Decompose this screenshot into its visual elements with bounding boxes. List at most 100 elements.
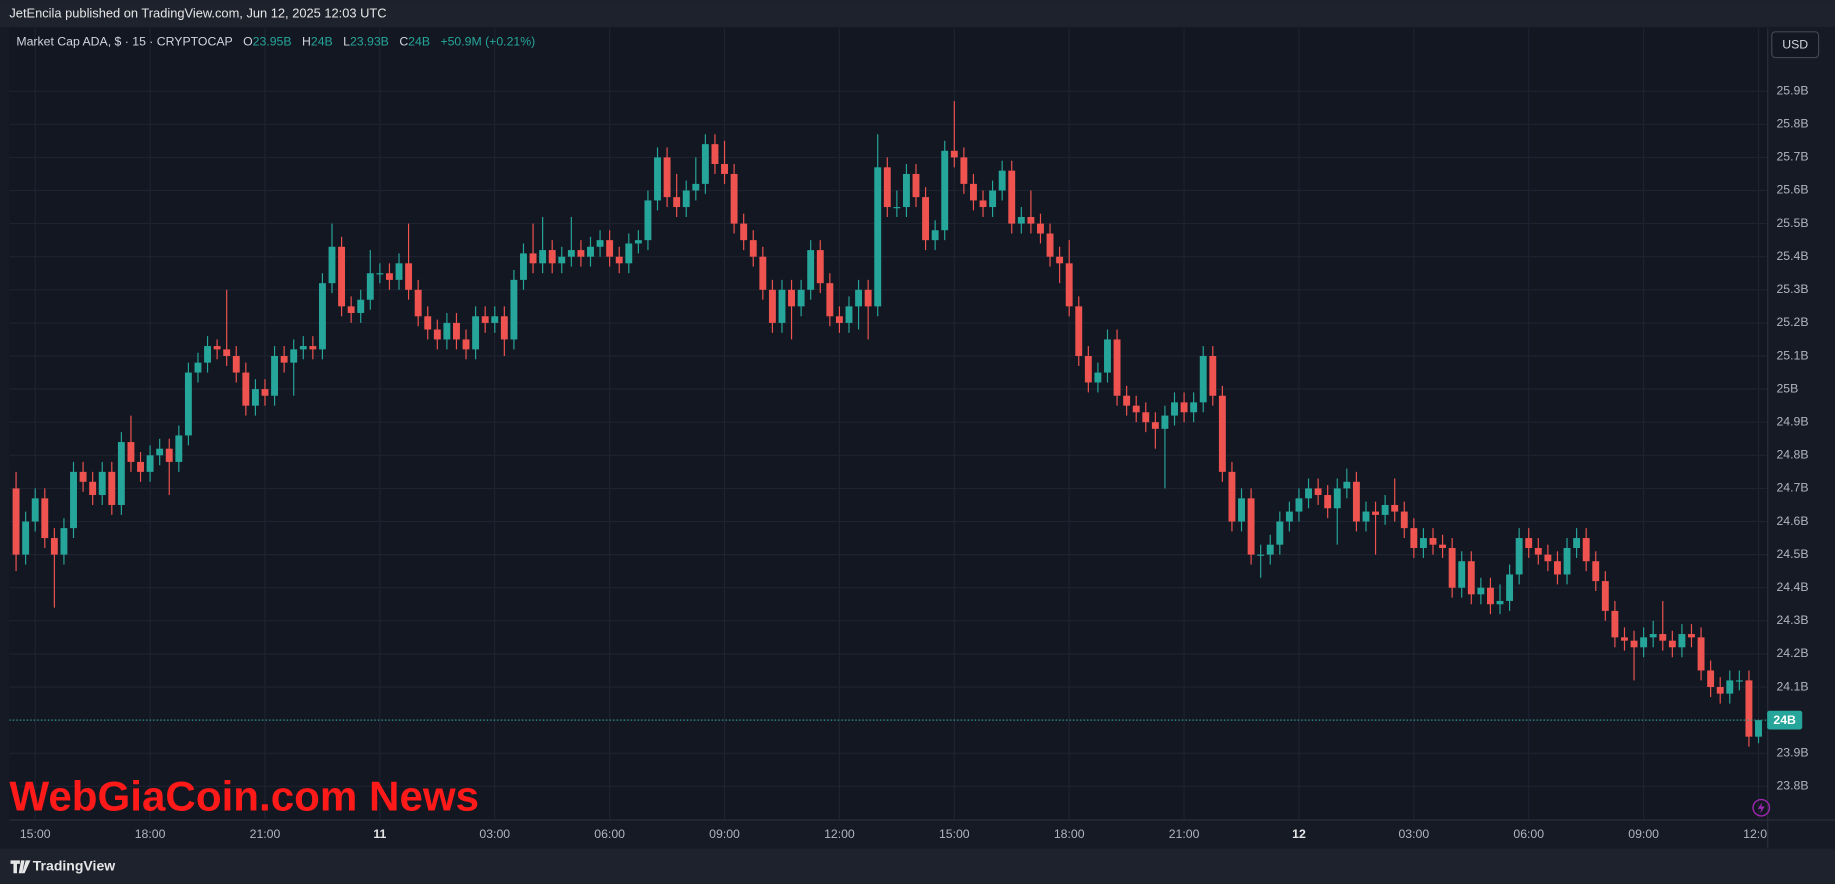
footer-brand: TradingView	[33, 858, 115, 874]
candle-body	[98, 471, 106, 496]
x-tick-label: 18:00	[1054, 827, 1085, 841]
candle-body	[1582, 538, 1590, 562]
candle-body	[1391, 504, 1399, 512]
candle-body	[1439, 544, 1447, 548]
candle-body	[950, 150, 958, 158]
x-tick-label: 21:00	[1169, 827, 1200, 841]
candle-body	[759, 256, 767, 290]
candle-body	[453, 322, 460, 340]
candle-body	[1094, 372, 1102, 383]
alert-icon[interactable]	[1752, 798, 1771, 817]
candle-body	[730, 173, 738, 224]
y-tick-label: 24.5B	[1776, 547, 1808, 561]
candle-body	[1726, 680, 1734, 694]
candle-body	[347, 306, 355, 313]
x-tick-label: 18:00	[135, 827, 166, 841]
y-tick-label: 25.8B	[1776, 117, 1808, 131]
candle-body	[366, 273, 374, 300]
candle-body	[788, 289, 795, 307]
candle-body	[998, 170, 1006, 191]
y-tick-label: 24.9B	[1776, 414, 1808, 428]
candle-body	[807, 250, 815, 290]
candle-body	[1486, 587, 1494, 605]
x-tick-label: 15:00	[20, 827, 51, 841]
candle-body	[395, 263, 403, 280]
candle-body	[165, 448, 173, 462]
candle-body	[539, 250, 547, 264]
candle-body	[615, 256, 623, 264]
candle-body	[922, 197, 930, 241]
y-tick-label: 25.6B	[1776, 183, 1808, 197]
y-tick-label: 25.9B	[1776, 83, 1808, 97]
candle-body	[309, 346, 317, 350]
candle-body	[405, 263, 413, 290]
candle-body	[1352, 481, 1360, 522]
candle-body	[223, 349, 231, 357]
candles	[9, 101, 1768, 747]
candle-body	[357, 299, 365, 313]
candle-body	[797, 289, 805, 307]
candle-body	[1621, 637, 1628, 641]
candle-body	[1084, 356, 1092, 383]
candle-body	[1056, 256, 1064, 264]
candle-body	[1467, 561, 1475, 595]
candle-body	[855, 289, 863, 307]
candle-body	[89, 481, 97, 496]
y-tick-label: 24.4B	[1776, 580, 1808, 594]
candle-body	[1563, 547, 1571, 575]
candle-body	[1678, 634, 1686, 648]
candle-body	[156, 448, 164, 456]
candle-body	[970, 183, 977, 201]
candle-body	[1381, 504, 1389, 515]
candle-body	[31, 498, 39, 522]
candle-body	[778, 289, 786, 323]
candle-body	[663, 157, 671, 198]
candle-body	[424, 316, 432, 330]
candle-body	[1659, 634, 1667, 641]
candle-body	[1151, 422, 1159, 429]
candle-body	[1506, 574, 1514, 601]
candle-body	[1668, 640, 1676, 648]
candle-body	[1477, 587, 1485, 595]
candle-body	[721, 164, 728, 174]
y-tick-label: 24.1B	[1776, 679, 1808, 693]
candle-body	[194, 362, 202, 373]
watermark: WebGiaCoin.com News	[9, 773, 479, 820]
candle-body	[338, 246, 346, 307]
candle-body	[1611, 610, 1619, 638]
candle-body	[1410, 528, 1418, 548]
x-tick-label: 11	[373, 827, 386, 841]
candle-body	[634, 240, 642, 244]
candle-body	[1199, 356, 1207, 403]
candle-body	[644, 200, 652, 241]
candle-body	[1372, 511, 1379, 515]
legend-value: 24B	[408, 35, 430, 49]
candle-body	[433, 329, 441, 340]
candle-body	[1209, 356, 1217, 396]
candle-body	[912, 173, 920, 198]
candle-body	[242, 372, 250, 406]
candle-body	[1132, 405, 1140, 413]
candle-body	[1419, 538, 1427, 548]
header-bar	[0, 0, 1835, 28]
candle-body	[146, 455, 154, 472]
candle-body	[1630, 640, 1638, 648]
candle-body	[1161, 415, 1169, 429]
legend-change: +50.9M (+0.21%)	[440, 35, 535, 49]
candle-body	[1525, 538, 1533, 548]
candle-body	[1324, 495, 1332, 509]
y-tick-label: 25.1B	[1776, 348, 1808, 362]
x-tick-label: 12	[1292, 827, 1306, 841]
candle-body	[1238, 498, 1245, 522]
candle-body	[1745, 680, 1753, 737]
publisher: JetEncila published on TradingView.com, …	[9, 6, 386, 21]
footer-logo	[10, 860, 31, 874]
candle-body	[692, 183, 700, 191]
x-tick-label: 06:00	[594, 827, 625, 841]
y-tick-label: 24.2B	[1776, 646, 1808, 660]
legend-label: L	[343, 35, 350, 49]
candle-body	[931, 230, 939, 241]
x-tick-label: 06:00	[1513, 827, 1544, 841]
currency-button[interactable]	[1771, 31, 1820, 59]
